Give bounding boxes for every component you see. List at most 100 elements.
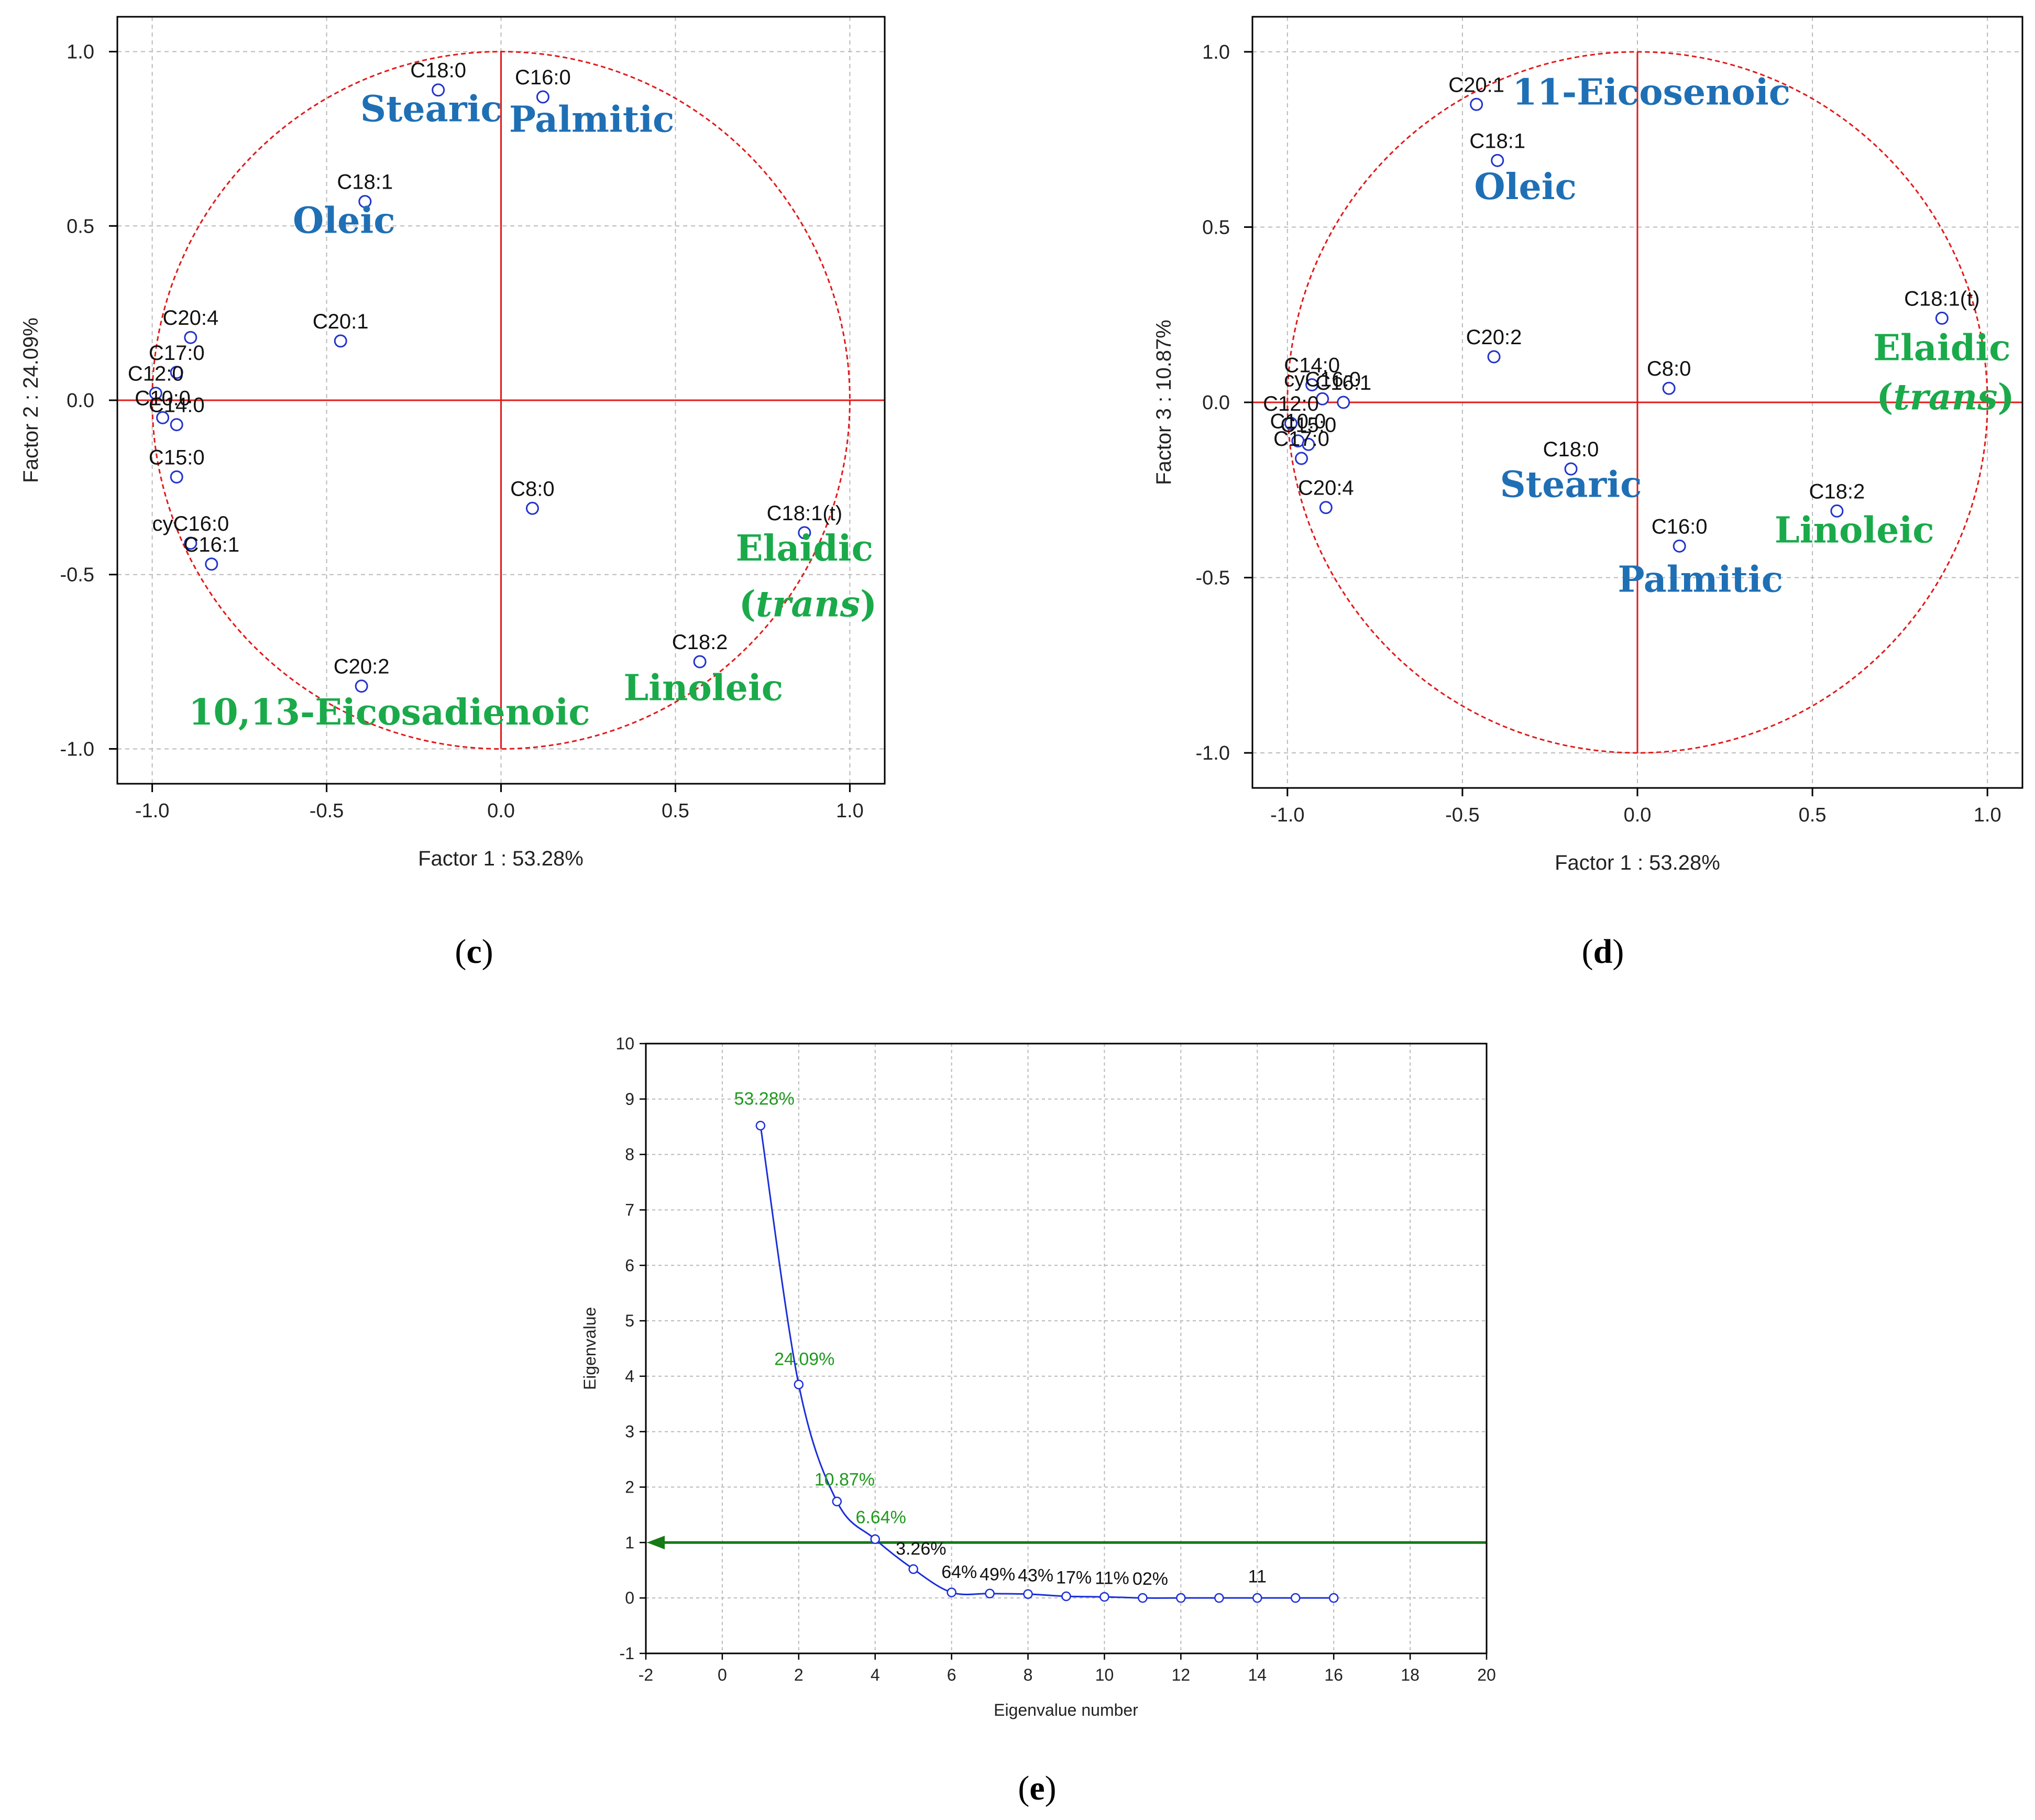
panel-c-point-label: C18:1 <box>337 171 393 194</box>
panel-d-y-tick-label: 0.0 <box>1202 392 1230 414</box>
panel-c-x-axis-title: Factor 1 : 53.28% <box>418 847 584 870</box>
panel-c-acid-name-open: ( <box>739 584 756 626</box>
panel-c-point-label: C17:0 <box>149 342 205 365</box>
panel-d-x-tick-label: -0.5 <box>1445 804 1479 826</box>
panel-e-percent-label: 49% <box>980 1564 1015 1584</box>
panel-d-label: (d) <box>1582 933 1624 971</box>
panel-e-eigenvalue-point <box>755 1121 766 1131</box>
panel-d-point-label: C20:2 <box>1466 326 1522 349</box>
panel-e-eigenvalue-point <box>947 1587 956 1597</box>
panel-e-percent-label: 53.28% <box>734 1089 794 1109</box>
panel-c-y-tick-label: -1.0 <box>60 738 94 760</box>
panel-e-eigenvalue-point <box>985 1588 995 1598</box>
panel-e-percent-label: 24.09% <box>774 1350 834 1369</box>
panel-c-point-label: cyC16:0 <box>152 512 229 535</box>
panel-d-point <box>1295 452 1308 465</box>
panel-e-x-tick-label: 12 <box>1172 1665 1191 1684</box>
panel-d-letter: d <box>1593 933 1613 971</box>
panel-c-point-label: C18:2 <box>672 631 728 654</box>
panel-c-point-label: C12:0 <box>128 363 184 386</box>
panel-c-acid-name: 10,13-Eicosadienoic <box>189 692 590 733</box>
panel-c-x-tick-label: 1.0 <box>836 800 864 822</box>
panel-d-point <box>1316 392 1329 405</box>
panel-c-point-label: C18:0 <box>410 59 466 82</box>
panel-c-point-label: C10:0 <box>135 387 191 410</box>
panel-e-eigenvalue-point <box>1176 1593 1186 1603</box>
panel-e-y-axis-title: Eigenvalue <box>580 1307 599 1390</box>
panel-c-unit-circle <box>151 51 851 750</box>
panel-d-point <box>1319 501 1333 514</box>
panel-c-point <box>170 418 183 432</box>
panel-c-acid-name: Linoleic <box>623 667 783 709</box>
panel-c-y-tick-label: 0.0 <box>67 390 94 412</box>
panel-e-eigenvalue-point <box>1214 1593 1224 1603</box>
panel-e-percent-label: 43% <box>1018 1565 1053 1585</box>
panel-e-y-tick-label: 9 <box>625 1090 634 1109</box>
panel-d-point-label: C18:1(t) <box>1904 287 1980 310</box>
panel-d-acid-name: 11-Eicosenoic <box>1512 71 1790 113</box>
panel-c-acid-name-italic: trans <box>756 584 860 626</box>
panel-c-point <box>693 655 707 668</box>
panel-e-percent-label: 10.87% <box>815 1470 875 1489</box>
panel-c-point <box>149 387 162 400</box>
panel-e-y-tick-label: 1 <box>625 1533 634 1552</box>
panel-d-point-label: C18:2 <box>1809 480 1865 503</box>
panel-e-x-tick-label: 6 <box>947 1665 956 1684</box>
panel-c-y-tick-label: 1.0 <box>67 41 94 63</box>
panel-d-point <box>1662 381 1676 395</box>
panel-e-x-tick-label: 16 <box>1324 1665 1343 1684</box>
panel-e-y-tick-label: 6 <box>625 1256 634 1275</box>
panel-e-percent-label: 64% <box>941 1562 977 1582</box>
panel-d-point-label: C16:0 <box>1652 515 1708 538</box>
panel-c-point <box>798 526 811 540</box>
panel-d-x-tick-label: -1.0 <box>1270 804 1304 826</box>
panel-c-x-tick-label: 0.5 <box>662 800 689 822</box>
panel-c-point-label: C8:0 <box>510 477 555 500</box>
panel-e-x-tick-label: -2 <box>639 1665 653 1684</box>
panel-e-cutoff-arrowhead <box>647 1536 665 1550</box>
panel-d-acid-name-close: ) <box>1998 376 2015 418</box>
panel-d-y-axis-title: Factor 3 : 10.87% <box>1152 320 1175 485</box>
panel-d-x-axis-title: Factor 1 : 53.28% <box>1555 851 1720 874</box>
panel-d-point-label: cyC16:0 <box>1284 368 1361 391</box>
panel-e-x-tick-label: 0 <box>718 1665 727 1684</box>
panel-c-acid-name-close: ) <box>860 584 877 626</box>
panel-e-frame <box>645 1043 1488 1654</box>
panel-d-acid-name: Palmitic <box>1618 558 1783 600</box>
panel-c-acid-name: Oleic <box>293 200 395 242</box>
panel-c-point-label: C16:1 <box>183 533 239 556</box>
panel-c-point-label: C20:2 <box>334 655 390 678</box>
panel-e-label: (e) <box>1018 1769 1056 1807</box>
panel-c-ticks: -1.0 -0.5 0.0 0.5 1.0 -1.0 -0.5 0.0 0.5 1.0 <box>60 41 864 822</box>
panel-e-y-tick-label: -1 <box>620 1644 634 1663</box>
panel-e-eigenvalue-point <box>1290 1593 1301 1603</box>
panel-d-x-tick-label: 0.5 <box>1799 804 1827 826</box>
panel-c-point <box>334 334 347 348</box>
panel-e-eigenvalue-point <box>1138 1593 1148 1603</box>
panel-d-point <box>1564 462 1578 476</box>
panel-e-eigenvalue-point <box>1328 1593 1339 1603</box>
panel-e-y-tick-label: 0 <box>625 1588 634 1607</box>
panel-c-chart: C18:0 C16:0 C18:1 C20:1 C20:4 C17:0C12:0C10:0… <box>19 16 886 870</box>
panel-e-eigenvalue-point <box>1252 1593 1262 1603</box>
panel-c-point <box>205 557 218 571</box>
panel-d-point-label: C20:4 <box>1298 477 1354 500</box>
panel-e-percent-label: 3.26% <box>896 1539 946 1559</box>
panel-e-x-tick-label: 4 <box>871 1665 880 1684</box>
panel-d-y-tick-label: 1.0 <box>1202 41 1230 63</box>
panel-d-point-label: C12:0 <box>1263 392 1319 415</box>
panel-d-point <box>1491 154 1504 167</box>
panel-c-point-label: C20:1 <box>313 310 369 333</box>
panel-c-acid-name: Stearic <box>360 89 502 130</box>
panel-d-y-tick-label: 0.5 <box>1202 216 1230 238</box>
panel-d-acid-name: Stearic <box>1500 464 1642 506</box>
panel-c-y-axis-title: Factor 2 : 24.09% <box>19 317 42 483</box>
panel-c-x-tick-label: -1.0 <box>135 800 169 822</box>
panel-c-plot-area: C18:0 C16:0 C18:1 C20:1 C20:4 C17:0C12:0C10:0… <box>117 17 885 784</box>
panel-e-letter: e <box>1029 1769 1044 1807</box>
panel-e-x-tick-label: 18 <box>1401 1665 1420 1684</box>
panel-e-x-tick-label: 10 <box>1095 1665 1114 1684</box>
